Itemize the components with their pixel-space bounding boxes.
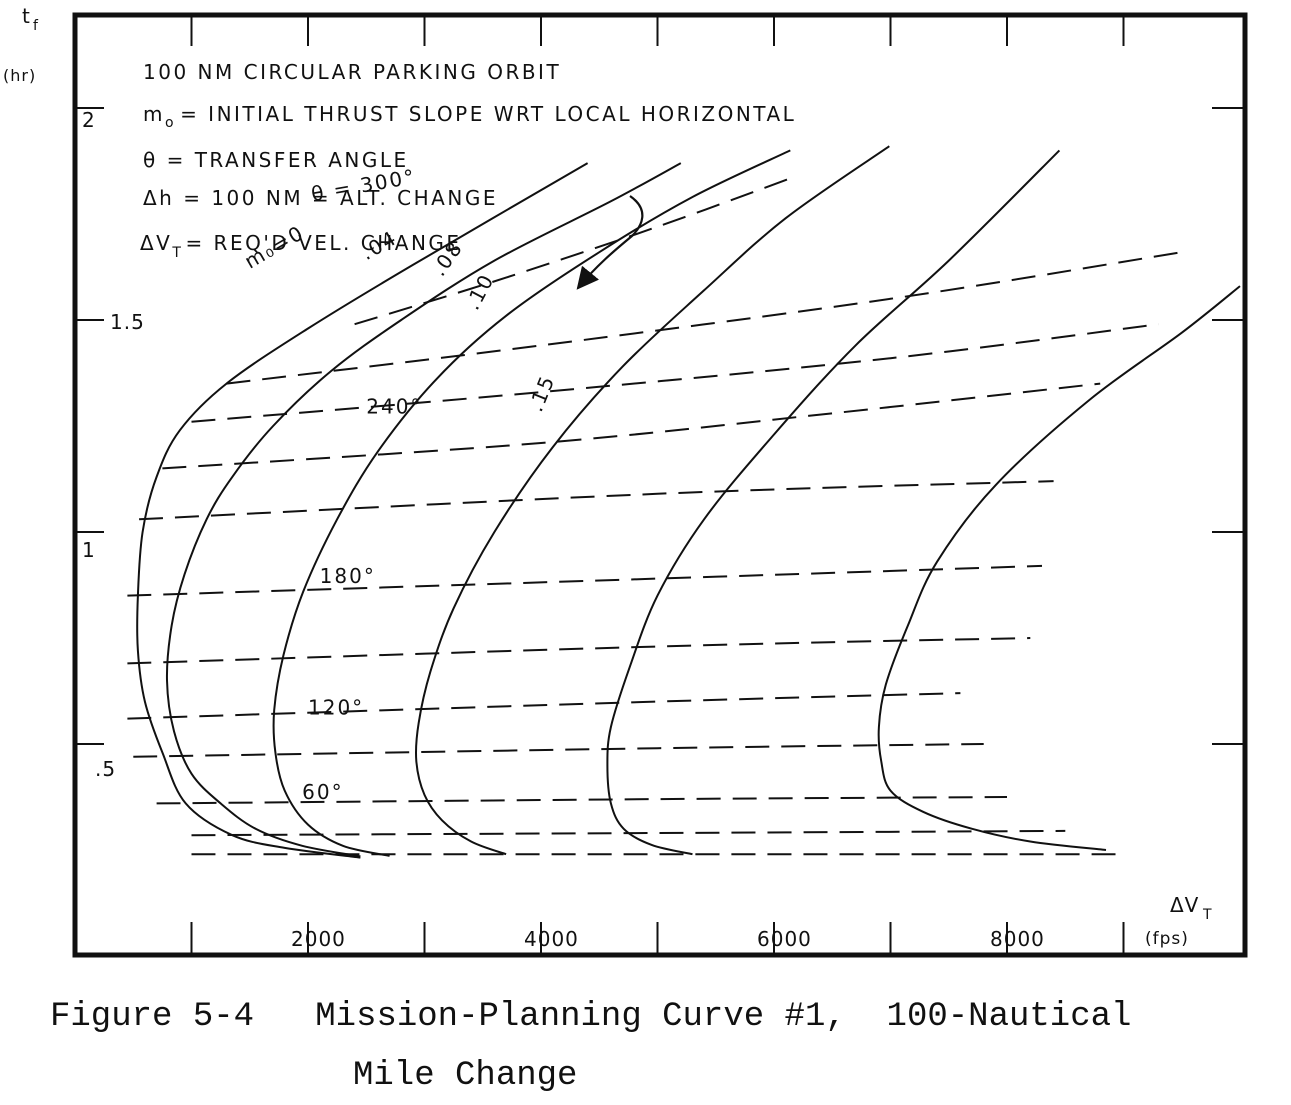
thrust-slope-curve [272, 149, 791, 857]
y-tick-label: 2 [82, 108, 96, 132]
figure-title-line2: Mile Change [353, 1057, 578, 1095]
mission-planning-chart: t f (hr) .5 1 1.5 2 2000 4000 6000 8000 … [3, 4, 1248, 958]
transfer-angle-curve [156, 796, 1008, 805]
y-axis-label-subscript: f [33, 18, 39, 34]
thrust-slope-curve [414, 145, 890, 856]
x-axis-unit: (fps) [1145, 929, 1189, 949]
note-transfer-angle: θ = TRANSFER ANGLE [143, 148, 409, 172]
curve-label: 60° [302, 780, 343, 804]
y-axis-label: t [22, 4, 31, 28]
thrust-slope-curve [136, 162, 589, 859]
thrust-slope-curve [165, 162, 682, 858]
curve-label: .15 [523, 371, 559, 415]
y-tick-label: .5 [95, 757, 116, 781]
curve-label: 240° [366, 394, 422, 418]
transfer-angle-curve [139, 480, 1054, 521]
y-axis-unit: (hr) [3, 66, 36, 85]
figure-title-line1: Mission-Planning Curve #1, 100-Nautical [315, 998, 1132, 1036]
curve-label: m₀=0 [240, 220, 308, 273]
transfer-angle-curve [127, 637, 1031, 665]
figure-caption: Figure 5-4 Mission-Planning Curve #1, 10… [50, 998, 1131, 1036]
x-tick-label: 4000 [524, 927, 579, 951]
transfer-angle-curves [127, 174, 1182, 856]
theta-300-callout-arrow [576, 195, 644, 290]
thrust-slope-curves [136, 145, 1241, 859]
note-parking-orbit: 100 NM CIRCULAR PARKING ORBIT [143, 60, 561, 84]
transfer-angle-curve [133, 743, 984, 758]
thrust-slope-curve [877, 285, 1241, 851]
x-axis-label: ΔV [1170, 893, 1199, 917]
transfer-angle-curve [191, 323, 1159, 423]
note-thrust-slope: mo = INITIAL THRUST SLOPE WRT LOCAL HORIZ… [143, 102, 796, 131]
x-tick-label: 8000 [990, 927, 1045, 951]
plot-frame [72, 12, 1248, 958]
y-tick-label: 1 [82, 538, 96, 562]
transfer-angle-curve [354, 174, 798, 326]
x-axis-label-subscript: T [1202, 907, 1213, 923]
thrust-slope-curve [606, 149, 1061, 856]
x-tick-label: 6000 [757, 927, 812, 951]
axis-ticks [75, 15, 1245, 955]
transfer-angle-curve [226, 251, 1182, 385]
figure-label: Figure 5-4 [50, 998, 255, 1036]
note-altitude-change: Δh = 100 NM = ALT. CHANGE [143, 186, 498, 210]
x-tick-label: 2000 [291, 927, 346, 951]
transfer-angle-curve [127, 564, 1043, 597]
curve-label: .10 [460, 269, 499, 314]
transfer-angle-curve [127, 692, 961, 720]
transfer-angle-curve [191, 829, 1066, 837]
curve-label: 180° [320, 564, 376, 588]
transfer-angle-curve [162, 382, 1101, 470]
curve-label: 120° [308, 695, 364, 719]
y-tick-label: 1.5 [110, 310, 145, 334]
note-velocity-change: ΔVT = REQ'D VEL. CHANGE [140, 231, 462, 261]
